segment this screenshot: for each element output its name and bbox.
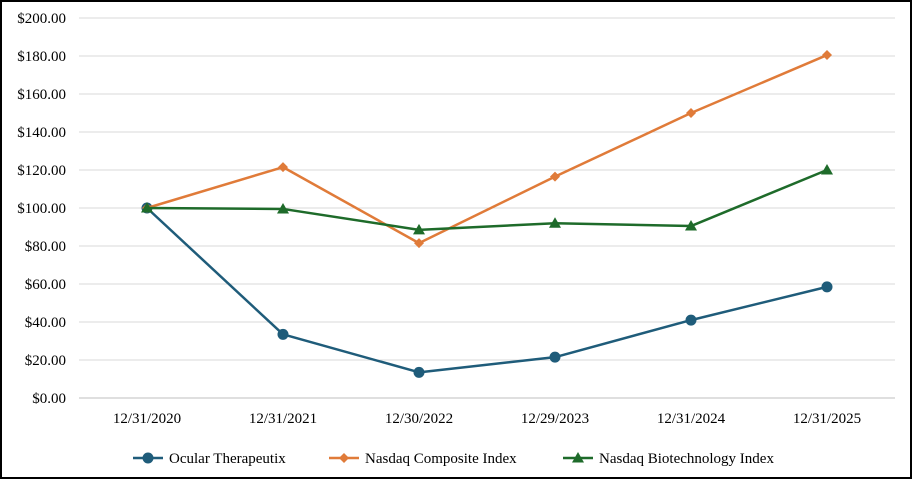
x-tick-label: 12/31/2021 bbox=[249, 411, 317, 427]
series bbox=[141, 202, 833, 378]
data-point bbox=[142, 452, 154, 464]
data-point bbox=[277, 202, 289, 214]
x-tick-label: 12/31/2020 bbox=[113, 411, 181, 427]
y-tick-label: $160.00 bbox=[17, 87, 66, 103]
y-tick-label: $60.00 bbox=[25, 277, 66, 293]
y-tick-label: $100.00 bbox=[17, 201, 66, 217]
y-tick-label: $120.00 bbox=[17, 163, 66, 179]
y-tick-label: $140.00 bbox=[17, 125, 66, 141]
x-axis: 12/31/2020 12/31/2021 12/30/2022 12/29/2023… bbox=[79, 397, 895, 427]
y-tick-label: $80.00 bbox=[25, 239, 66, 255]
data-point bbox=[141, 202, 153, 213]
x-tick-label: 12/29/2023 bbox=[521, 411, 589, 427]
y-tick-label: $40.00 bbox=[25, 315, 66, 331]
data-point bbox=[549, 351, 561, 363]
data-point bbox=[339, 453, 349, 463]
legend-label: Nasdaq Biotechnology Index bbox=[599, 451, 774, 467]
series-line bbox=[146, 53, 828, 245]
x-tick-label: 12/31/2024 bbox=[657, 411, 726, 427]
data-point bbox=[572, 452, 584, 463]
y-axis: $0.00 $20.00 $40.00 $60.00 $80.00 $100.00 $120… bbox=[17, 11, 66, 407]
x-tick-label: 12/30/2022 bbox=[385, 411, 453, 427]
data-point bbox=[549, 217, 561, 228]
data-point bbox=[821, 281, 833, 293]
series bbox=[142, 50, 832, 249]
y-tick-label: $180.00 bbox=[17, 49, 66, 65]
data-point bbox=[685, 220, 697, 231]
data-point bbox=[685, 314, 697, 326]
data-point bbox=[413, 366, 425, 378]
legend: Ocular Therapeutix Nasdaq Composite Index… bbox=[133, 451, 774, 467]
y-tick-label: $0.00 bbox=[32, 391, 66, 407]
data-point bbox=[550, 171, 560, 182]
legend-item: Nasdaq Composite Index bbox=[329, 451, 517, 467]
data-point bbox=[414, 238, 424, 249]
data-point bbox=[278, 162, 288, 173]
x-tick-label: 12/31/2025 bbox=[793, 411, 861, 427]
grid-layer bbox=[79, 17, 895, 361]
data-point bbox=[821, 164, 833, 175]
y-tick-label: $20.00 bbox=[25, 353, 66, 369]
data-point bbox=[822, 50, 832, 61]
series-line bbox=[146, 207, 828, 374]
series-layer bbox=[141, 50, 833, 378]
legend-item: Ocular Therapeutix bbox=[133, 451, 286, 467]
data-point bbox=[413, 223, 425, 235]
y-tick-label: $200.00 bbox=[17, 11, 66, 27]
series-line bbox=[146, 168, 828, 232]
legend-item: Nasdaq Biotechnology Index bbox=[563, 451, 774, 467]
series bbox=[141, 164, 833, 235]
data-point bbox=[686, 108, 696, 118]
data-point bbox=[277, 328, 289, 340]
legend-label: Ocular Therapeutix bbox=[169, 451, 286, 467]
legend-label: Nasdaq Composite Index bbox=[365, 451, 517, 467]
